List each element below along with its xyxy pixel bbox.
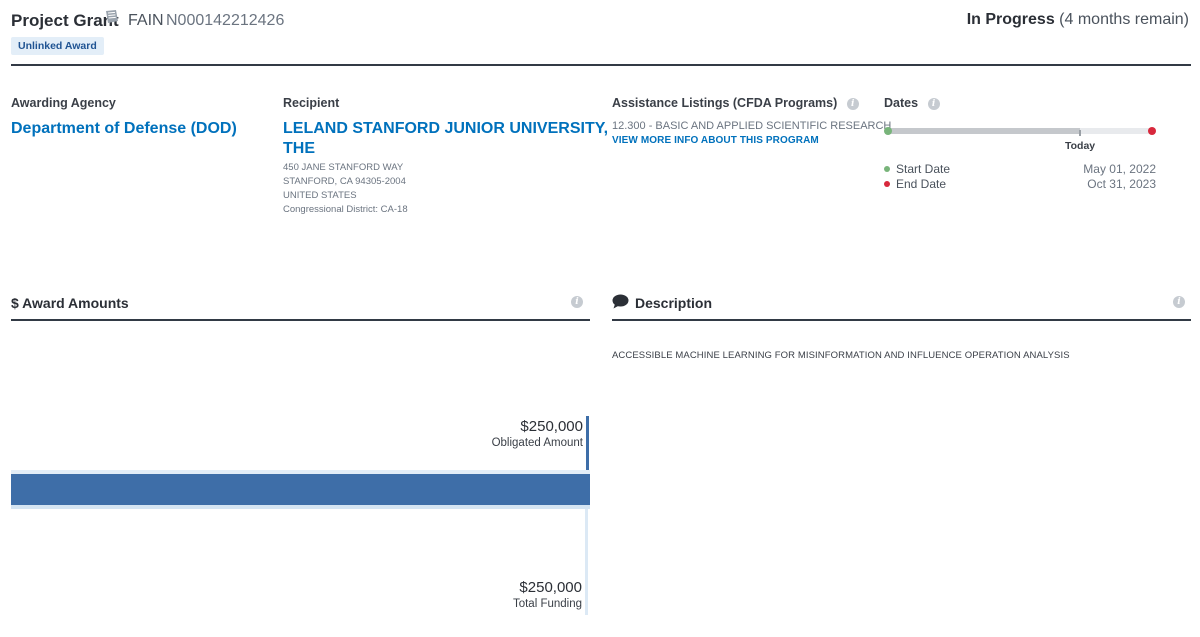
award-amounts-divider bbox=[11, 319, 590, 321]
unlinked-award-badge[interactable]: Unlinked Award bbox=[11, 37, 104, 55]
total-funding-value: $250,000 bbox=[519, 579, 582, 596]
obligated-amount-line bbox=[586, 416, 589, 476]
recipient-name-line1: LELAND STANFORD JUNIOR UNIVERSITY, bbox=[283, 120, 609, 137]
cfda-label: Assistance Listings (CFDA Programs) bbox=[612, 96, 838, 110]
address-district: Congressional District: CA-18 bbox=[283, 204, 408, 215]
address-street: 450 JANE STANFORD WAY bbox=[283, 162, 404, 173]
award-type-title: Project Grant bbox=[11, 11, 119, 30]
total-funding-label: Total Funding bbox=[512, 598, 582, 610]
cfda-label-row: Assistance Listings (CFDA Programs) i bbox=[612, 96, 859, 110]
timeline-elapsed bbox=[886, 128, 1081, 134]
obligated-amount-value: $250,000 bbox=[520, 418, 583, 435]
recipient-name-line2: THE bbox=[283, 140, 315, 157]
status-remaining: (4 months remain) bbox=[1059, 11, 1189, 28]
info-icon[interactable]: i bbox=[927, 97, 940, 110]
address-country: UNITED STATES bbox=[283, 190, 357, 201]
end-date-dot bbox=[884, 181, 890, 187]
funding-bar-top-edge bbox=[11, 470, 590, 474]
dates-label: Dates bbox=[884, 96, 919, 110]
info-icon[interactable]: i bbox=[1173, 296, 1185, 308]
description-divider bbox=[612, 319, 1191, 321]
awarding-agency-link[interactable]: Department of Defense (DOD) bbox=[11, 120, 237, 137]
fain-value: N000142212426 bbox=[166, 12, 285, 29]
obligated-amount-bar[interactable] bbox=[11, 474, 590, 505]
start-date-dot bbox=[884, 166, 890, 172]
info-icon[interactable]: i bbox=[846, 97, 859, 110]
awarding-agency-label: Awarding Agency bbox=[11, 96, 116, 110]
total-funding-line bbox=[585, 509, 588, 615]
document-icon bbox=[106, 10, 118, 23]
comment-icon bbox=[612, 294, 629, 309]
today-marker bbox=[1079, 130, 1082, 136]
timeline-start-marker bbox=[884, 127, 892, 135]
dates-label-row: Dates i bbox=[884, 96, 940, 110]
start-date-label: Start Date bbox=[896, 162, 951, 176]
recipient-address: 450 JANE STANFORD WAY STANFORD, CA 94305… bbox=[283, 161, 408, 217]
today-label: Today bbox=[1065, 140, 1096, 152]
timeline-end-marker bbox=[1148, 127, 1156, 135]
funding-bar-bottom-edge bbox=[11, 505, 590, 509]
cfda-program: 12.300 - BASIC AND APPLIED SCIENTIFIC RE… bbox=[612, 120, 892, 132]
info-icon[interactable]: i bbox=[571, 296, 583, 308]
header-divider bbox=[11, 64, 1191, 66]
recipient-label: Recipient bbox=[283, 96, 340, 110]
description-title: Description bbox=[635, 295, 713, 311]
obligated-amount-label: Obligated Amount bbox=[491, 437, 583, 449]
cfda-more-info-link[interactable]: VIEW MORE INFO ABOUT THIS PROGRAM bbox=[612, 135, 819, 146]
fain-label: FAIN bbox=[128, 12, 164, 29]
end-date-label: End Date bbox=[896, 177, 947, 191]
end-date-value: Oct 31, 2023 bbox=[1087, 177, 1156, 191]
recipient-link[interactable]: LELAND STANFORD JUNIOR UNIVERSITY, THE bbox=[283, 119, 608, 159]
award-status: In Progress (4 months remain) bbox=[967, 11, 1189, 29]
address-city: STANFORD, CA 94305-2004 bbox=[283, 176, 406, 187]
status-text: In Progress bbox=[966, 11, 1055, 28]
award-amounts-title: $ Award Amounts bbox=[11, 295, 129, 311]
description-text: ACCESSIBLE MACHINE LEARNING FOR MISINFOR… bbox=[612, 350, 1070, 361]
start-date-value: May 01, 2022 bbox=[1083, 162, 1156, 176]
